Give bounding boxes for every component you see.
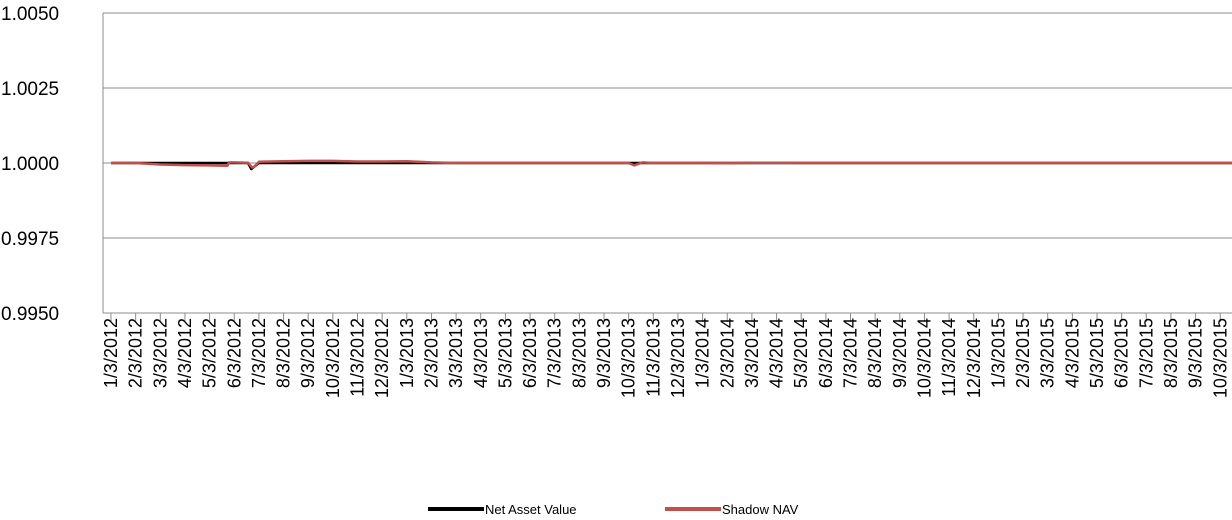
x-tick-label: 5/3/2015 bbox=[1087, 318, 1107, 388]
series-lines bbox=[111, 159, 1232, 171]
x-tick-label: 11/3/2013 bbox=[643, 318, 663, 397]
x-tick-label: 1/3/2014 bbox=[693, 318, 713, 388]
x-tick-label: 12/3/2012 bbox=[372, 318, 392, 398]
legend-label: Shadow NAV bbox=[722, 502, 799, 517]
x-tick-label: 12/3/2014 bbox=[964, 318, 984, 398]
x-tick-label: 5/3/2014 bbox=[791, 318, 811, 388]
x-tick-label: 1/3/2015 bbox=[988, 318, 1008, 388]
x-tick-label: 10/3/2015 bbox=[1210, 318, 1230, 398]
x-tick-label: 9/3/2013 bbox=[594, 318, 614, 388]
y-tick-label: 1.0025 bbox=[1, 79, 59, 100]
legend-label: Net Asset Value bbox=[485, 502, 577, 517]
x-tick-label: 10/3/2014 bbox=[914, 318, 934, 398]
legend: Net Asset Value Shadow NAV bbox=[428, 502, 799, 517]
x-tick-label: 1/3/2012 bbox=[101, 318, 121, 388]
y-tick-label: 1.0050 bbox=[1, 4, 59, 25]
x-tick-label: 7/3/2014 bbox=[841, 318, 861, 388]
x-tick-label: 9/3/2012 bbox=[298, 318, 318, 388]
x-tick-labels: 1/3/2012 2/3/2012 3/3/2012 4/3/2012 5/3/2012… bbox=[101, 318, 1230, 398]
x-tick-label: 9/3/2015 bbox=[1186, 318, 1206, 388]
x-tick-label: 11/3/2014 bbox=[939, 318, 959, 397]
x-tick-label: 7/3/2015 bbox=[1136, 318, 1156, 388]
x-tick-label: 1/3/2013 bbox=[397, 318, 417, 388]
x-tick-label: 3/3/2012 bbox=[150, 318, 170, 388]
y-tick-label: 0.9950 bbox=[1, 304, 59, 325]
x-tick-label: 3/3/2015 bbox=[1038, 318, 1058, 388]
x-tick-label: 6/3/2012 bbox=[224, 318, 244, 388]
series-line-shadow-nav bbox=[111, 159, 1232, 169]
x-tick-label: 8/3/2014 bbox=[865, 318, 885, 388]
x-tick-label: 7/3/2013 bbox=[545, 318, 565, 388]
x-tick-label: 7/3/2012 bbox=[249, 318, 269, 388]
x-tick-label: 4/3/2012 bbox=[175, 318, 195, 388]
x-tick-label: 10/3/2013 bbox=[619, 318, 639, 398]
x-tick-label: 11/3/2012 bbox=[348, 318, 368, 397]
x-tick-label: 4/3/2015 bbox=[1062, 318, 1082, 388]
x-tick-label: 5/3/2012 bbox=[200, 318, 220, 388]
x-tick-label: 8/3/2013 bbox=[569, 318, 589, 388]
x-tick-label: 8/3/2015 bbox=[1161, 318, 1181, 388]
x-tick-label: 2/3/2014 bbox=[717, 318, 737, 388]
x-tick-label: 2/3/2015 bbox=[1013, 318, 1033, 388]
x-tick-label: 2/3/2013 bbox=[421, 318, 441, 388]
x-tick-label: 10/3/2012 bbox=[323, 318, 343, 398]
x-tick-label: 12/3/2013 bbox=[668, 318, 688, 398]
x-tick-label: 2/3/2012 bbox=[126, 318, 146, 388]
x-tick-label: 4/3/2014 bbox=[767, 318, 787, 388]
x-tick-label: 6/3/2013 bbox=[520, 318, 540, 388]
y-tick-label: 0.9975 bbox=[1, 229, 59, 250]
x-tick-label: 8/3/2012 bbox=[274, 318, 294, 388]
x-tick-label: 3/3/2013 bbox=[446, 318, 466, 388]
y-tick-label: 1.0000 bbox=[1, 154, 59, 175]
y-tick-labels: 1.0050 1.0025 1.0000 0.9975 0.9950 bbox=[1, 4, 59, 325]
x-tick-marks bbox=[110, 313, 1221, 322]
x-tick-label: 6/3/2015 bbox=[1112, 318, 1132, 388]
gridlines bbox=[103, 12, 1232, 239]
axes bbox=[102, 13, 1232, 314]
x-tick-label: 9/3/2014 bbox=[890, 318, 910, 388]
x-tick-label: 3/3/2014 bbox=[742, 318, 762, 388]
x-tick-label: 6/3/2014 bbox=[816, 318, 836, 388]
x-tick-label: 4/3/2013 bbox=[471, 318, 491, 388]
x-tick-label: 5/3/2013 bbox=[495, 318, 515, 388]
